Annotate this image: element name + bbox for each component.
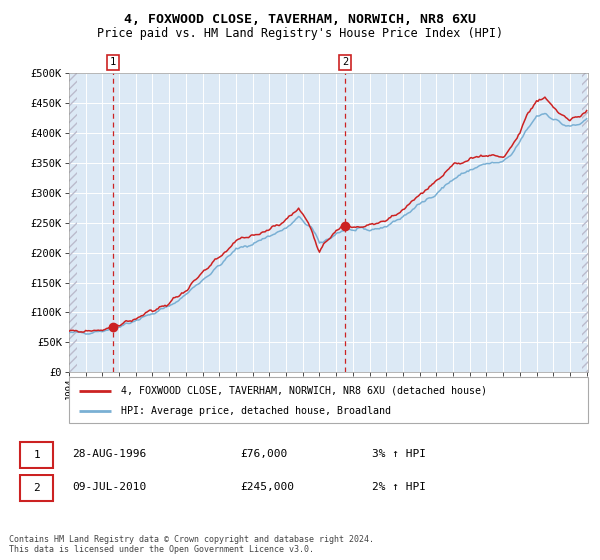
FancyBboxPatch shape: [20, 475, 53, 501]
FancyBboxPatch shape: [69, 377, 588, 423]
Text: 2: 2: [342, 57, 348, 67]
Text: 3% ↑ HPI: 3% ↑ HPI: [372, 449, 426, 459]
Bar: [69, 73, 77, 372]
Text: Price paid vs. HM Land Registry's House Price Index (HPI): Price paid vs. HM Land Registry's House …: [97, 27, 503, 40]
Text: 4, FOXWOOD CLOSE, TAVERHAM, NORWICH, NR8 6XU (detached house): 4, FOXWOOD CLOSE, TAVERHAM, NORWICH, NR8…: [121, 386, 487, 396]
Bar: [581, 73, 590, 372]
Text: HPI: Average price, detached house, Broadland: HPI: Average price, detached house, Broa…: [121, 407, 391, 416]
Text: 28-AUG-1996: 28-AUG-1996: [72, 449, 146, 459]
Text: 1: 1: [110, 57, 116, 67]
Text: 2: 2: [33, 483, 40, 493]
Text: 09-JUL-2010: 09-JUL-2010: [72, 482, 146, 492]
Text: Contains HM Land Registry data © Crown copyright and database right 2024.
This d: Contains HM Land Registry data © Crown c…: [9, 535, 374, 554]
Text: £245,000: £245,000: [240, 482, 294, 492]
Text: 4, FOXWOOD CLOSE, TAVERHAM, NORWICH, NR8 6XU: 4, FOXWOOD CLOSE, TAVERHAM, NORWICH, NR8…: [124, 13, 476, 26]
Text: 1: 1: [33, 450, 40, 460]
Text: £76,000: £76,000: [240, 449, 287, 459]
FancyBboxPatch shape: [20, 442, 53, 468]
Text: 2% ↑ HPI: 2% ↑ HPI: [372, 482, 426, 492]
